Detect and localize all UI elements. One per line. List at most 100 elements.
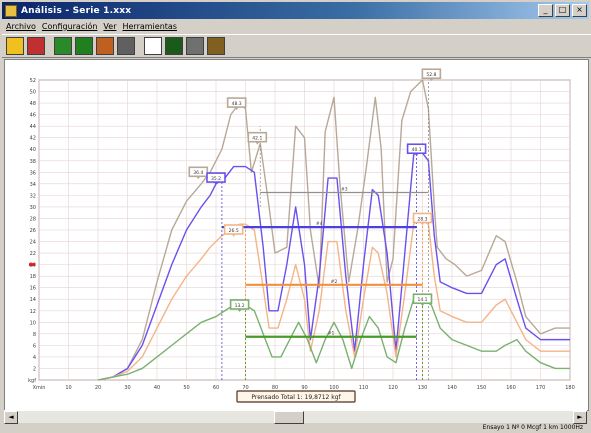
menu-ver[interactable]: Ver [103,22,117,31]
peak-marker: 13.2 [229,299,250,312]
peak-marker: 40.1 [406,143,427,157]
peak-marker-value: 48.3 [232,101,242,107]
x-tick-label: 130 [418,385,428,391]
peak-marker: 35.2 [206,172,226,186]
peak-marker-pointer-icon [429,78,434,82]
y-tick-label: 36 [30,170,36,176]
peak-marker: 48.3 [226,97,247,111]
x-tick-label: 100 [329,385,339,391]
peak-marker-box [421,68,442,80]
save-icon[interactable] [27,37,45,55]
peak-marker-value: 40.1 [412,147,422,153]
x-tick-label: 120 [388,385,398,391]
y-tick-label: 4 [33,355,36,361]
series-green [97,298,570,381]
x-tick-label: 80 [272,385,278,391]
peak-marker-value: 28.3 [417,216,427,222]
y-tick-label: 8 [33,332,36,338]
series-orange [97,217,570,381]
x-tick-label: 70 [242,385,248,391]
peak-marker-pointer-icon [420,222,425,226]
y-tick-label: 38 [30,159,36,165]
series-purple [97,148,570,381]
peak-marker: 42.1 [247,131,268,145]
y-tick-label: 12 [30,309,36,315]
y-tick-label: kgf [28,378,36,384]
peak-marker-pointer-icon [231,234,236,237]
toolbar [2,34,591,58]
x-tick-label: 140 [447,385,457,391]
x-tick-label: 160 [506,385,516,391]
peak-marker-pointer-icon [214,182,218,186]
x-tick-label: 10 [65,385,71,391]
y-tick-label: 30 [30,205,36,211]
axis-icon[interactable] [75,37,93,55]
peak-marker-pointer-icon [255,141,260,145]
x-tick-label: 50 [183,385,189,391]
y-tick-label: 28 [30,216,36,222]
y-tick-label: 22 [30,251,36,257]
total-label: Prensado Total 1: 19,8712 kgf [251,394,341,401]
y-tick-label: 18 [30,274,36,280]
peak-marker-pointer-icon [420,303,425,307]
y-tick-label: 50 [30,90,36,96]
peak-marker: 36.4 [188,166,209,180]
y-tick-label: 24 [30,240,36,246]
level-line-label: #4 [316,221,323,227]
horizontal-scrollbar[interactable]: ◄ ► [4,410,587,424]
y-tick-label: 34 [30,182,36,188]
peak-marker-pointer-icon [196,176,201,180]
x-tick-label: 150 [477,385,487,391]
axis-alt-icon[interactable] [96,37,114,55]
window-title: Análisis - Serie 1.xxx [21,5,132,16]
y-tick-label: 14 [30,297,36,303]
y-tick-label: 10 [30,320,36,326]
scroll-thumb[interactable] [274,411,304,424]
x-tick-label: 40 [154,385,160,391]
y-tick-label: 32 [30,193,36,199]
y-tick-label: 40 [30,147,36,153]
menu-herramientas[interactable]: Herramientas [122,22,177,31]
close-button[interactable]: × [572,4,587,17]
peak-marker-box [226,97,247,108]
x-tick-label: 110 [359,385,369,391]
series-brown [97,79,570,381]
matrix-icon[interactable] [165,37,183,55]
status-text: Ensayo 1 Nº 0 Mcgf 1 km 1000Hz [482,424,583,431]
x-tick-label: 20 [95,385,101,391]
scroll-right-icon[interactable]: ► [573,411,587,424]
peak-marker-value: 36.4 [193,170,203,176]
peak-marker: 52.8 [421,68,442,82]
peak-marker: 26.5 [223,224,244,237]
peak-marker-value: 26.5 [229,228,239,234]
peak-marker-pointer-icon [234,107,239,111]
total-label-box [236,390,356,403]
menu-archivo[interactable]: Archivo [6,22,36,31]
peak-marker-value: 52.8 [426,72,436,78]
image-icon[interactable] [207,37,225,55]
y-tick-label: 52 [30,78,36,84]
peak-marker: 28.3 [412,212,433,226]
grid-icon[interactable] [117,37,135,55]
x-tick-label: 90 [301,385,307,391]
x-tick-label: Xmin [33,385,46,391]
menu-configuracion[interactable]: Configuración [41,22,98,31]
status-bar: Ensayo 1 Nº 0 Mcgf 1 km 1000Hz [2,423,589,433]
y-tick-label: 42 [30,136,36,142]
chart-area: kgf2468101214161820222426283032343638404… [4,59,589,411]
y-tick-label: 48 [30,101,36,107]
level-line-label: #2 [331,279,338,285]
level-line-label: #1 [328,331,335,337]
page-icon[interactable] [144,37,162,55]
peak-marker-value: 42.1 [252,135,262,141]
split-icon[interactable] [186,37,204,55]
title-bar: Análisis - Serie 1.xxx _ □ × [2,2,589,19]
peak-marker-value: 14.1 [417,297,427,303]
y-marker-icon [29,263,35,267]
table-icon[interactable] [54,37,72,55]
minimize-button[interactable]: _ [538,4,553,17]
open-icon[interactable] [6,37,24,55]
scroll-left-icon[interactable]: ◄ [4,411,18,424]
maximize-button[interactable]: □ [555,4,570,17]
peak-marker: 14.1 [412,293,433,307]
